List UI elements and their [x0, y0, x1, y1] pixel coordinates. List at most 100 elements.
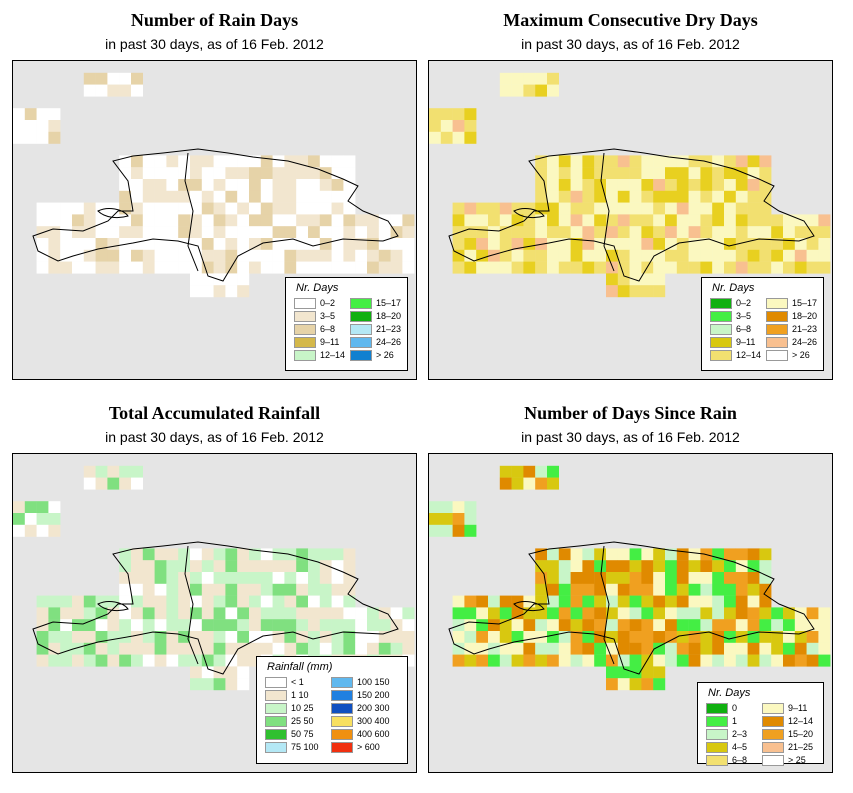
grid-cell: [535, 226, 548, 239]
legend-label: 1: [732, 716, 738, 726]
grid-cell: [558, 560, 571, 573]
grid-cell: [201, 261, 214, 274]
grid-cell: [154, 642, 167, 655]
grid-cell: [712, 226, 725, 239]
grid-cell: [343, 179, 356, 191]
grid-cell: [499, 642, 512, 655]
grid-cell: [476, 238, 489, 250]
grid-cell: [440, 513, 453, 525]
grid-cell: [272, 619, 285, 632]
grid-cell: [523, 226, 536, 239]
grid-cell: [724, 202, 736, 215]
grid-cell: [260, 619, 273, 632]
grid-cell: [747, 595, 760, 608]
grid-cell: [201, 202, 214, 215]
grid-cell: [319, 607, 332, 620]
grid-cell: [547, 249, 559, 262]
grid-cell: [688, 560, 701, 573]
grid-cell: [724, 190, 736, 203]
legend-label: 1 10: [291, 690, 309, 700]
grid-cell: [355, 238, 368, 250]
grid-cell: [818, 238, 831, 250]
grid-cell: [629, 190, 642, 203]
grid-cell: [806, 238, 819, 250]
grid-cell: [735, 249, 748, 262]
grid-cell: [331, 155, 344, 168]
grid-cell: [606, 583, 618, 596]
grid-cell: [452, 261, 465, 274]
grid-cell: [296, 560, 309, 573]
grid-cell: [95, 642, 108, 655]
grid-cell: [665, 167, 677, 180]
grid-cell: [499, 465, 512, 478]
grid-cell: [36, 631, 49, 643]
grid-cell: [488, 607, 500, 620]
grid-cell: [190, 261, 202, 274]
grid-cell: [166, 560, 179, 573]
grid-cell: [260, 179, 273, 191]
grid-cell: [378, 226, 391, 239]
gonave-island-outline: [513, 208, 545, 219]
grid-cell: [747, 249, 760, 262]
grid-cell: [107, 465, 120, 478]
grid-cell: [178, 190, 191, 203]
grid-cell: [617, 595, 630, 608]
grid-cell: [594, 202, 607, 215]
grid-cell: [131, 631, 143, 643]
grid-cell: [665, 619, 677, 632]
grid-cell: [653, 273, 666, 286]
grid-cell: [201, 560, 214, 573]
grid-cell: [237, 226, 250, 239]
grid-cell: [284, 642, 297, 655]
grid-cell: [523, 631, 536, 643]
grid-cell: [331, 619, 344, 632]
grid-cell: [794, 607, 807, 620]
grid-cell: [535, 261, 548, 274]
grid-cell: [308, 607, 320, 620]
grid-cell: [665, 595, 677, 608]
grid-cell: [178, 642, 191, 655]
grid-cell: [464, 654, 477, 667]
grid-cell: [225, 214, 238, 227]
grid-cell: [641, 666, 654, 679]
grid-cell: [213, 167, 226, 180]
grid-cell: [735, 631, 748, 643]
grid-cell: [284, 238, 297, 250]
grid-cell: [166, 572, 179, 584]
grid-cell: [688, 572, 701, 584]
grid-cell: [771, 249, 784, 262]
grid-cell: [688, 226, 701, 239]
grid-cell: [535, 583, 548, 596]
grid-cell: [190, 678, 202, 691]
island-outline: [448, 148, 815, 282]
grid-cell: [107, 642, 120, 655]
border-line: [600, 545, 615, 665]
grid-cell: [771, 654, 784, 667]
grid-cell: [48, 214, 61, 227]
grid-cell: [535, 72, 548, 85]
grid-cell: [166, 583, 179, 596]
island-outline: [448, 541, 815, 675]
grid-cell: [190, 572, 202, 584]
grid-cell: [272, 238, 285, 250]
grid-cell: [272, 179, 285, 191]
grid-cell: [119, 607, 132, 620]
grid-cell: [665, 560, 677, 573]
grid-cell: [296, 179, 309, 191]
grid-cell: [154, 214, 167, 227]
grid-cell: [355, 607, 368, 620]
grid-cell: [818, 619, 831, 632]
grid-cell: [95, 607, 108, 620]
grid-cell: [48, 202, 61, 215]
grid-cell: [107, 477, 120, 490]
grid-cell: [594, 548, 607, 561]
grid-cell: [570, 631, 583, 643]
grid-cell: [178, 560, 191, 573]
grid-cell: [629, 642, 642, 655]
grid-cell: [378, 214, 391, 227]
grid-cell: [225, 548, 238, 561]
grid-cell: [606, 572, 618, 584]
legend-swatch: [294, 311, 316, 322]
grid-cell: [83, 261, 96, 274]
grid-cell: [83, 631, 96, 643]
